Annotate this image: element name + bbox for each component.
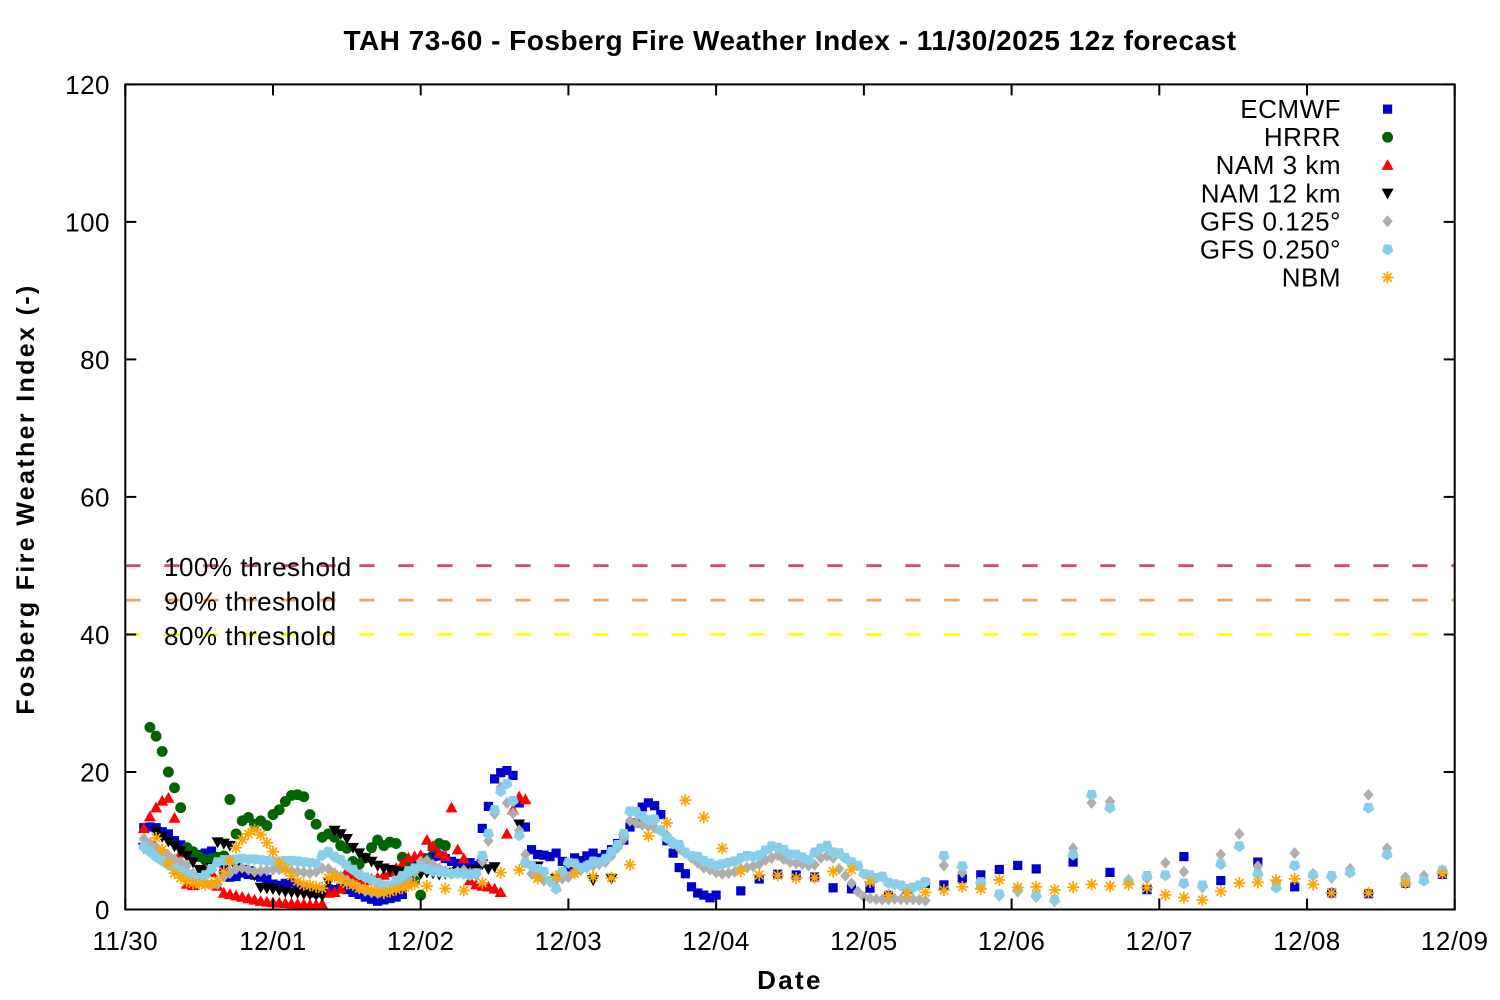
svg-text:GFS 0.125°: GFS 0.125° xyxy=(1200,206,1341,236)
svg-text:12/06: 12/06 xyxy=(978,926,1046,956)
svg-text:12/04: 12/04 xyxy=(682,926,750,956)
svg-text:NAM 3 km: NAM 3 km xyxy=(1216,150,1341,180)
svg-text:Fosberg Fire Weather Index (-): Fosberg Fire Weather Index (-) xyxy=(12,283,40,714)
svg-text:12/08: 12/08 xyxy=(1273,926,1341,956)
svg-text:12/02: 12/02 xyxy=(387,926,455,956)
svg-text:20: 20 xyxy=(80,758,110,788)
svg-text:12/07: 12/07 xyxy=(1126,926,1194,956)
svg-text:11/30: 11/30 xyxy=(92,926,158,956)
svg-text:40: 40 xyxy=(80,620,110,650)
svg-text:12/09: 12/09 xyxy=(1421,926,1489,956)
svg-text:100: 100 xyxy=(65,207,110,237)
svg-text:90% threshold: 90% threshold xyxy=(164,586,337,616)
svg-text:120: 120 xyxy=(65,70,110,100)
svg-text:NAM 12 km: NAM 12 km xyxy=(1201,178,1341,208)
svg-text:80% threshold: 80% threshold xyxy=(164,621,337,651)
svg-text:80: 80 xyxy=(80,345,110,375)
svg-text:100% threshold: 100% threshold xyxy=(164,552,352,582)
svg-text:0: 0 xyxy=(95,895,110,925)
svg-text:12/01: 12/01 xyxy=(239,926,307,956)
svg-text:ECMWF: ECMWF xyxy=(1240,94,1341,124)
svg-text:HRRR: HRRR xyxy=(1264,122,1341,152)
svg-text:60: 60 xyxy=(80,482,110,512)
svg-text:Date: Date xyxy=(757,965,823,995)
svg-text:12/03: 12/03 xyxy=(535,926,603,956)
svg-text:TAH 73-60 - Fosberg Fire Weath: TAH 73-60 - Fosberg Fire Weather Index -… xyxy=(343,25,1236,56)
svg-text:GFS 0.250°: GFS 0.250° xyxy=(1200,234,1341,264)
svg-text:12/05: 12/05 xyxy=(830,926,898,956)
svg-text:NBM: NBM xyxy=(1282,262,1341,292)
